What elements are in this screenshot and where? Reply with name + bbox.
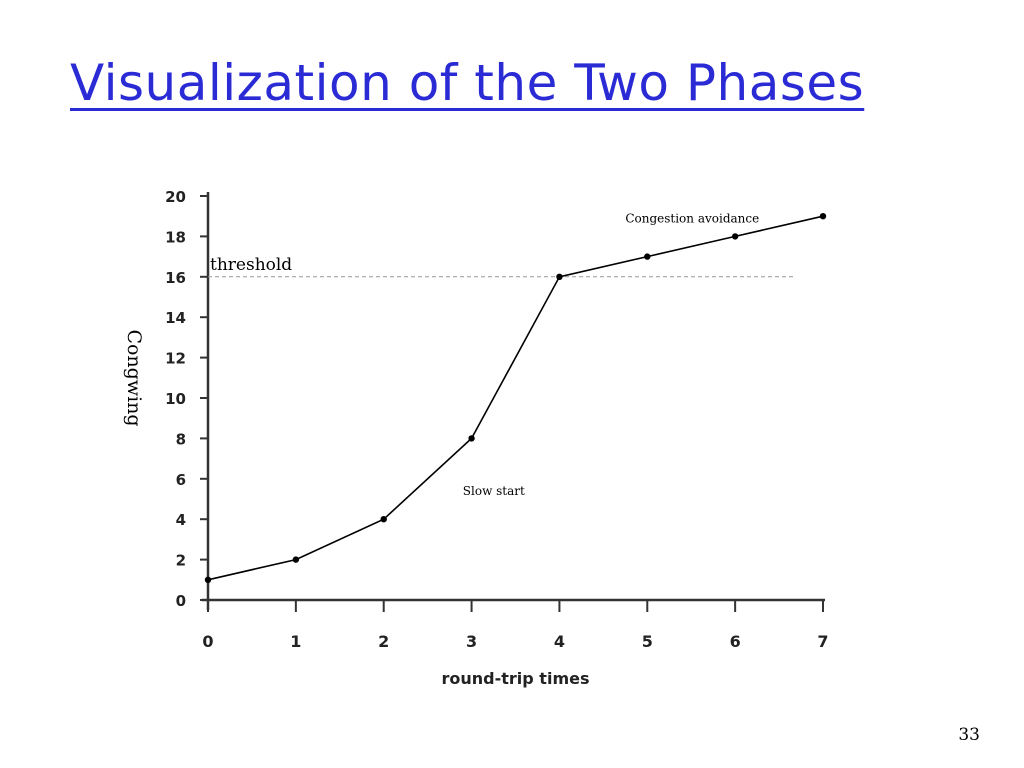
data-point	[204, 576, 212, 583]
x-axis-title: round-trip times	[442, 669, 590, 688]
threshold-group: threshold	[208, 255, 793, 278]
slide-title: Visualization of the Two Phases	[70, 54, 865, 112]
data-point	[644, 253, 651, 260]
x-tick-label: 6	[730, 632, 741, 651]
y-tick-label: 4	[176, 511, 186, 529]
data-point	[556, 273, 563, 280]
y-tick-label: 0	[176, 592, 186, 610]
x-tick-label: 0	[202, 632, 213, 651]
y-tick-label: 10	[165, 390, 186, 408]
y-tick-label: 12	[165, 350, 186, 368]
x-tick-label: 4	[554, 632, 565, 651]
y-tick-label: 8	[176, 430, 186, 448]
y-tick-label: 2	[176, 552, 186, 570]
x-tick-label: 3	[466, 632, 477, 651]
x-tick-label: 1	[290, 632, 301, 651]
data-point	[819, 213, 827, 220]
y-tick-label: 20	[165, 188, 186, 206]
data-point	[292, 556, 300, 563]
x-tick-label: 7	[817, 632, 828, 651]
y-tick-label: 14	[165, 309, 186, 327]
congestion-avoidance-label: Congestion avoidance	[625, 211, 759, 225]
threshold-label: threshold	[210, 255, 292, 275]
data-point	[468, 435, 475, 442]
y-tick-label: 16	[165, 269, 186, 287]
y-tick-label: 18	[165, 228, 186, 246]
slow-start-label: Slow start	[463, 484, 525, 498]
series-group	[204, 213, 827, 583]
y-tick-label: 6	[176, 471, 186, 489]
page-number: 33	[958, 725, 980, 745]
labels: round-trip times Congwing Congestion avoid…	[123, 211, 759, 688]
y-axis-title: Congwing	[123, 329, 145, 426]
data-point	[380, 516, 387, 523]
x-tick-label: 5	[642, 632, 653, 651]
x-tick-label: 2	[378, 632, 389, 651]
data-point	[731, 233, 739, 240]
series-line	[207, 215, 824, 581]
